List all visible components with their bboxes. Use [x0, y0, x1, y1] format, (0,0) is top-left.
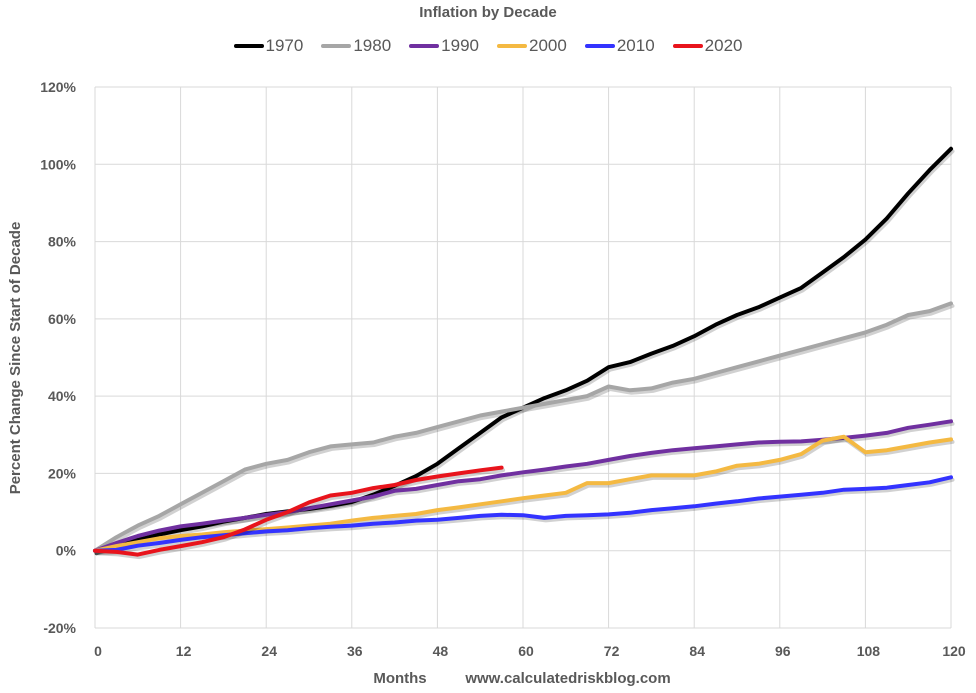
x-tick-label: 12	[176, 643, 192, 659]
legend-swatch	[233, 44, 264, 48]
x-tick-label: 60	[518, 643, 534, 659]
legend-item-2010: 2010	[584, 36, 655, 56]
y-tick-label: 120%	[40, 79, 76, 95]
series-shadow-2010	[94, 477, 955, 556]
legend-swatch	[672, 44, 703, 48]
series-shadow-1990	[94, 421, 955, 556]
y-tick-label: 20%	[48, 465, 77, 481]
y-tick-label: 80%	[48, 234, 77, 250]
x-tick-label: 48	[433, 643, 449, 659]
chart-title: Inflation by Decade	[419, 4, 557, 21]
y-axis-title: Percent Change Since Start of Decade	[7, 222, 24, 495]
source-credit: www.calculatedriskblog.com	[464, 670, 670, 687]
y-tick-label: 100%	[40, 156, 76, 172]
series-line-1980	[93, 301, 953, 553]
y-tick-labels: -20% 0% 20% 40% 60% 80% 100% 120%	[40, 79, 76, 636]
grid	[94, 86, 952, 629]
y-tick-label: 0%	[56, 543, 77, 559]
legend-label: 1970	[265, 36, 304, 55]
x-tick-label: 24	[261, 643, 277, 659]
legend-item-1970: 1970	[233, 36, 304, 56]
legend-item-2020: 2020	[672, 36, 743, 56]
legend-item-1990: 1990	[409, 36, 479, 56]
x-tick-label: 120	[942, 643, 966, 659]
legend-swatch	[497, 44, 527, 48]
series-lines	[93, 146, 955, 560]
legend-label: 1990	[441, 36, 479, 55]
series-line-1990	[93, 419, 953, 553]
legend: 1970 1980 1990 2000 2010 2020	[0, 36, 976, 56]
series-shadow-1980	[94, 303, 955, 556]
y-tick-label: 40%	[48, 388, 77, 404]
legend-label: 1980	[353, 36, 392, 55]
series-shadow-1970	[94, 149, 955, 556]
series-shadow-2020	[94, 468, 506, 560]
series-line-2020	[93, 465, 504, 557]
legend-label: 2010	[616, 36, 655, 55]
x-axis-title: Months	[373, 670, 426, 687]
legend-item-1980: 1980	[321, 36, 391, 56]
legend-label: 2020	[704, 36, 743, 55]
x-tick-labels: 0 12 24 36 48 60 72 84 96 108 120	[94, 643, 966, 659]
legend-swatch	[321, 44, 352, 48]
y-tick-label: -20%	[43, 620, 76, 636]
y-tick-label: 60%	[48, 311, 77, 327]
legend-swatch	[584, 44, 615, 48]
x-tick-label: 108	[857, 643, 881, 659]
x-tick-label: 36	[347, 643, 363, 659]
legend-item-2000: 2000	[497, 36, 567, 56]
x-tick-label: 96	[775, 643, 791, 659]
x-tick-label: 72	[604, 643, 620, 659]
legend-label: 2000	[529, 36, 567, 55]
x-tick-label: 0	[94, 643, 102, 659]
x-tick-label: 84	[689, 643, 705, 659]
legend-swatch	[409, 44, 440, 48]
